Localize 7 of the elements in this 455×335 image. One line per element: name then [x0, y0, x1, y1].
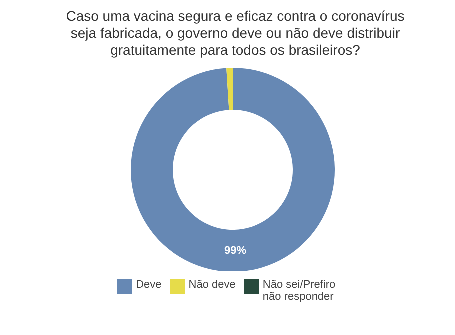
legend-label: Deve	[136, 279, 162, 291]
data-label: 99%	[224, 244, 247, 257]
chart-title: Caso uma vacina segura e eficaz contra o coronavírus seja fabricada, o governo deve ou não deve distribuir gratuitamente para todos os brasileiros?	[66, 8, 406, 59]
legend-label: Não deve	[188, 279, 236, 291]
donut-slice	[226, 68, 233, 110]
legend-label: Não sei/Prefiro não responder	[262, 279, 337, 303]
donut-slice	[131, 68, 335, 271]
